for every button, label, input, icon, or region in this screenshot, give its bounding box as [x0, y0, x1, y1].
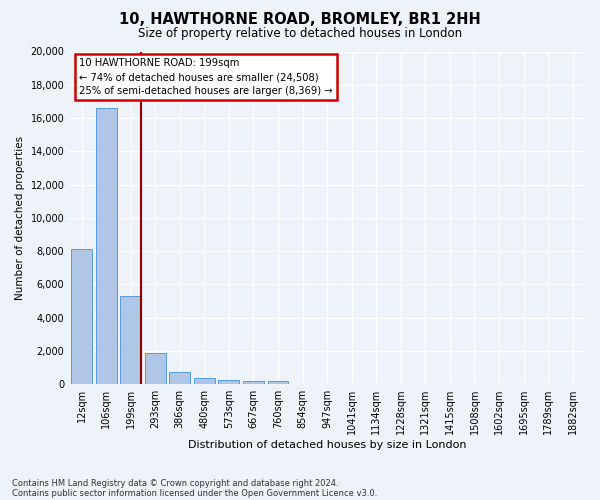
Bar — [145, 354, 166, 384]
Text: 10 HAWTHORNE ROAD: 199sqm
← 74% of detached houses are smaller (24,508)
25% of s: 10 HAWTHORNE ROAD: 199sqm ← 74% of detac… — [79, 58, 333, 96]
Bar — [120, 296, 141, 384]
X-axis label: Distribution of detached houses by size in London: Distribution of detached houses by size … — [188, 440, 466, 450]
Text: Contains HM Land Registry data © Crown copyright and database right 2024.: Contains HM Land Registry data © Crown c… — [12, 478, 338, 488]
Bar — [71, 250, 92, 384]
Bar — [95, 108, 116, 384]
Bar — [169, 372, 190, 384]
Bar — [194, 378, 215, 384]
Bar — [243, 381, 264, 384]
Text: Size of property relative to detached houses in London: Size of property relative to detached ho… — [138, 28, 462, 40]
Y-axis label: Number of detached properties: Number of detached properties — [15, 136, 25, 300]
Text: 10, HAWTHORNE ROAD, BROMLEY, BR1 2HH: 10, HAWTHORNE ROAD, BROMLEY, BR1 2HH — [119, 12, 481, 28]
Bar — [268, 381, 289, 384]
Text: Contains public sector information licensed under the Open Government Licence v3: Contains public sector information licen… — [12, 488, 377, 498]
Bar — [218, 380, 239, 384]
